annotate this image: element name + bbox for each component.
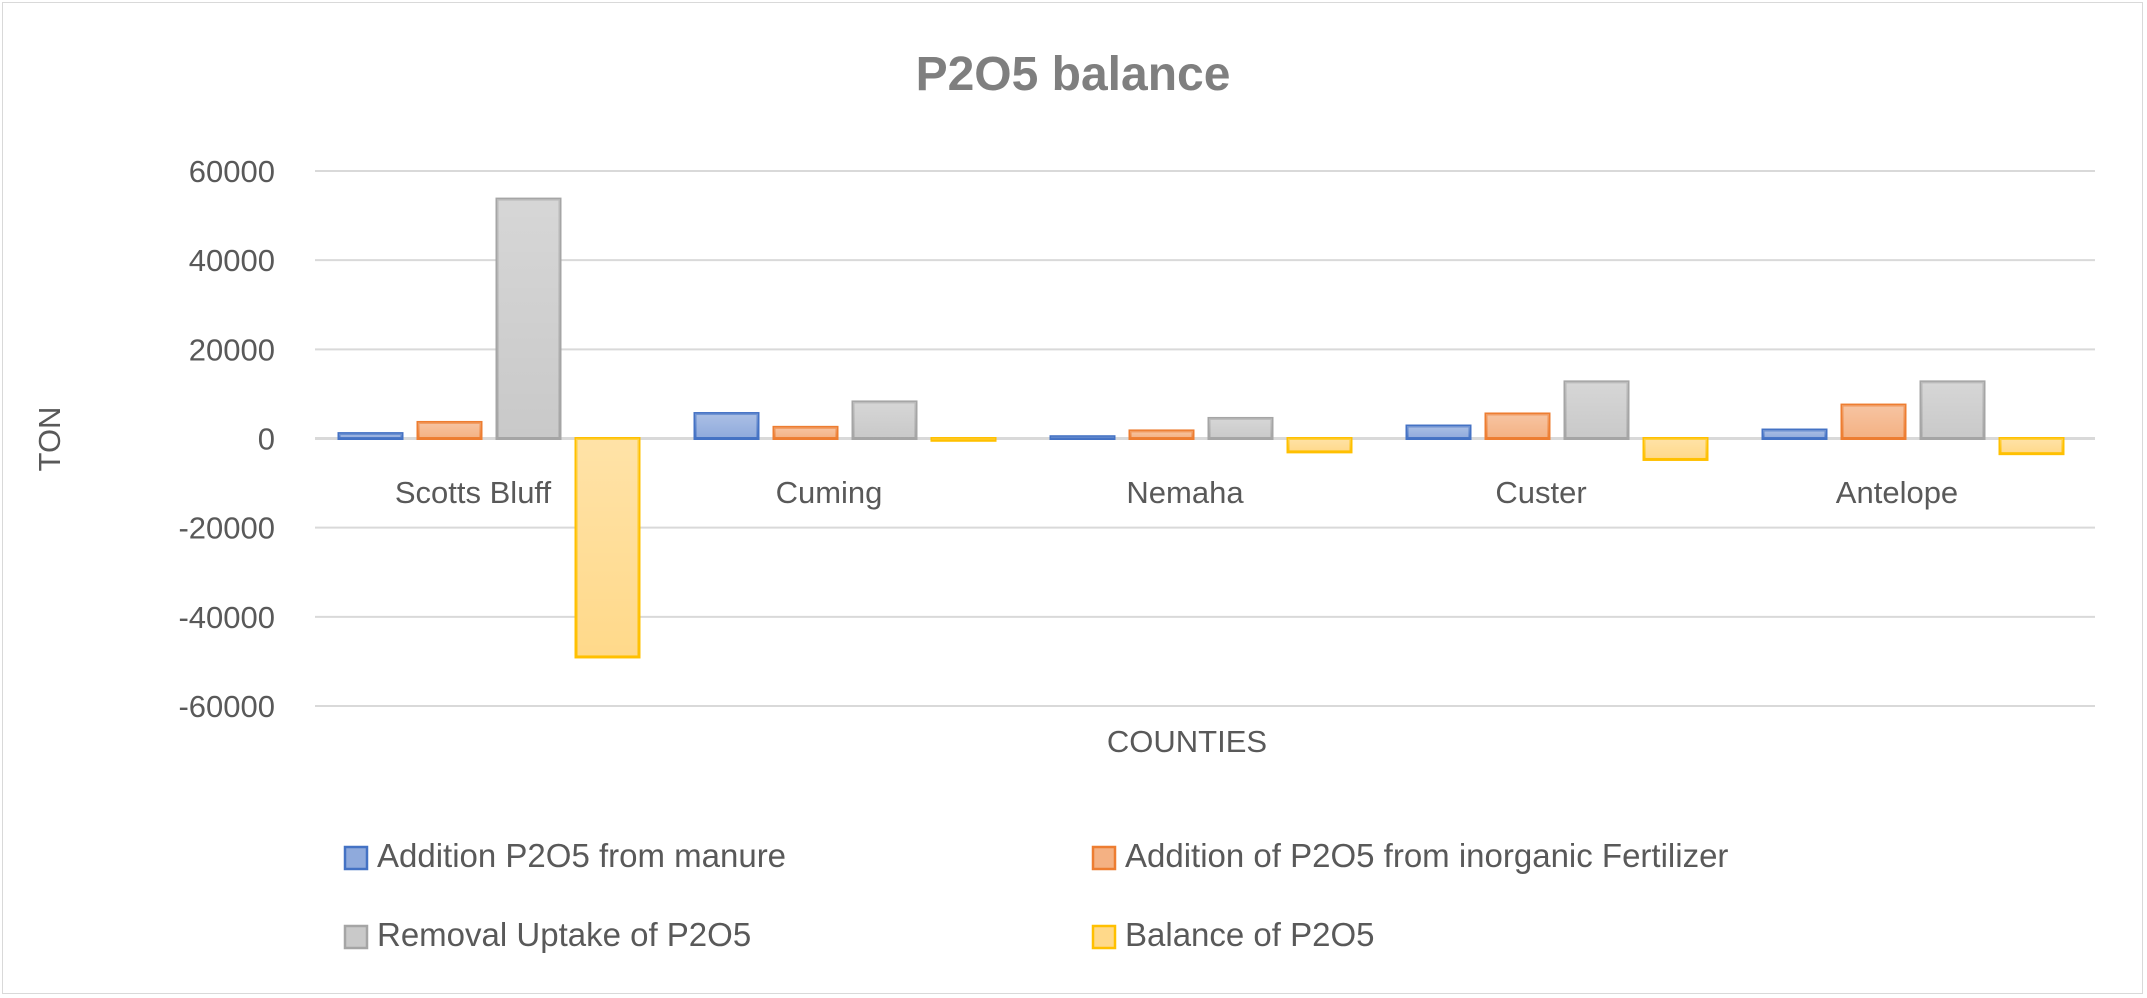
x-tick-label: Cuming	[776, 475, 883, 510]
x-axis-label: COUNTIES	[1107, 724, 1267, 759]
x-tick-label: Custer	[1495, 475, 1586, 510]
bar-highlight	[1644, 438, 1707, 460]
bar-highlight	[1288, 438, 1351, 452]
bar-highlight	[1130, 430, 1193, 439]
legend-label-2: Removal Uptake of P2O5	[377, 916, 751, 953]
bar-highlight	[853, 401, 916, 439]
bar-highlight	[1921, 381, 1984, 439]
bar-highlight	[2000, 438, 2063, 454]
bar-highlight	[1486, 413, 1549, 439]
x-tick-label: Nemaha	[1126, 475, 1244, 510]
y-tick-label: 60000	[189, 154, 275, 189]
bar-highlight	[1209, 418, 1272, 439]
x-axis-labels: Scotts Bluff Cuming Nemaha Custer Antelope	[395, 475, 1958, 510]
legend-label-3: Balance of P2O5	[1125, 916, 1375, 953]
y-tick-label: -60000	[178, 689, 275, 724]
legend-swatch-0	[343, 845, 369, 871]
bar-highlight	[497, 199, 560, 439]
y-tick-label: -40000	[178, 600, 275, 635]
legend: Addition P2O5 from manure Addition of P2O…	[343, 837, 1728, 953]
bars	[337, 197, 2065, 659]
bar-highlight	[1842, 405, 1905, 439]
x-tick-label: Scotts Bluff	[395, 475, 552, 510]
legend-swatch-2	[343, 924, 369, 950]
y-axis-label: TON	[32, 407, 67, 472]
y-axis-ticks: 60000 40000 20000 0 -20000 -40000 -60000	[178, 154, 275, 724]
x-tick-label: Antelope	[1836, 475, 1958, 510]
bar-highlight	[695, 413, 758, 439]
y-tick-label: 40000	[189, 243, 275, 278]
y-tick-label: 0	[258, 422, 275, 457]
bar-highlight	[1763, 430, 1826, 439]
bar-highlight	[1051, 436, 1114, 439]
bar-highlight	[932, 438, 995, 441]
legend-swatch-3	[1091, 924, 1117, 950]
legend-label-1: Addition of P2O5 from inorganic Fertiliz…	[1125, 837, 1728, 874]
bar-highlight	[339, 433, 402, 439]
bar-highlight	[418, 422, 481, 439]
legend-swatch-1	[1091, 845, 1117, 871]
chart-title: P2O5 balance	[916, 48, 1231, 101]
y-tick-label: -20000	[178, 511, 275, 546]
bar-highlight	[774, 427, 837, 439]
legend-label-0: Addition P2O5 from manure	[377, 837, 786, 874]
bar-highlight	[576, 438, 639, 657]
y-tick-label: 20000	[189, 332, 275, 367]
bar-highlight	[1565, 381, 1628, 439]
bar-highlight	[1407, 426, 1470, 439]
